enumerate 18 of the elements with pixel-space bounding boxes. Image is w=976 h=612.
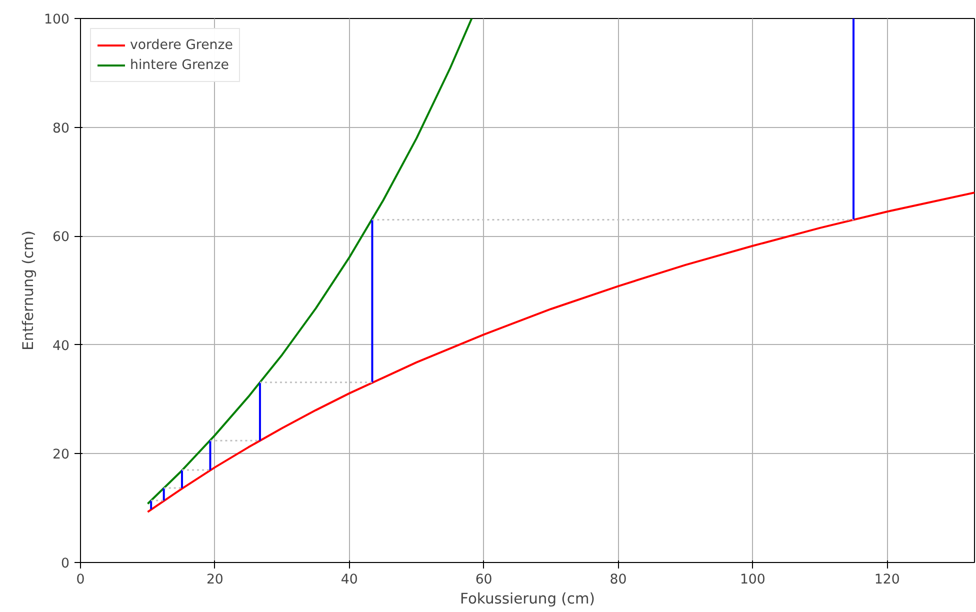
y-tick-label: 80: [52, 121, 70, 136]
x-tick-label: 40: [340, 572, 358, 588]
x-axis-title: Fokussierung (cm): [460, 590, 595, 608]
y-tick-label: 20: [52, 448, 70, 463]
line-series: [146, 192, 974, 513]
y-tick-label: 60: [52, 230, 70, 246]
x-tick-label: 60: [475, 572, 492, 588]
x-tick-label: 80: [610, 572, 627, 588]
y-tick-label: 40: [52, 338, 70, 354]
y-tick-label: 0: [61, 556, 70, 572]
legend-label: hintere Grenze: [130, 58, 230, 72]
legend-label: vordere Grenze: [130, 38, 233, 52]
x-tick-label: 0: [76, 572, 85, 588]
y-tick-label: 100: [44, 12, 70, 28]
y-axis-title: Entfernung (cm): [20, 230, 38, 350]
x-tick-label: 20: [206, 572, 224, 588]
x-tick-label: 120: [874, 572, 900, 588]
x-tick-label: 100: [740, 572, 766, 588]
